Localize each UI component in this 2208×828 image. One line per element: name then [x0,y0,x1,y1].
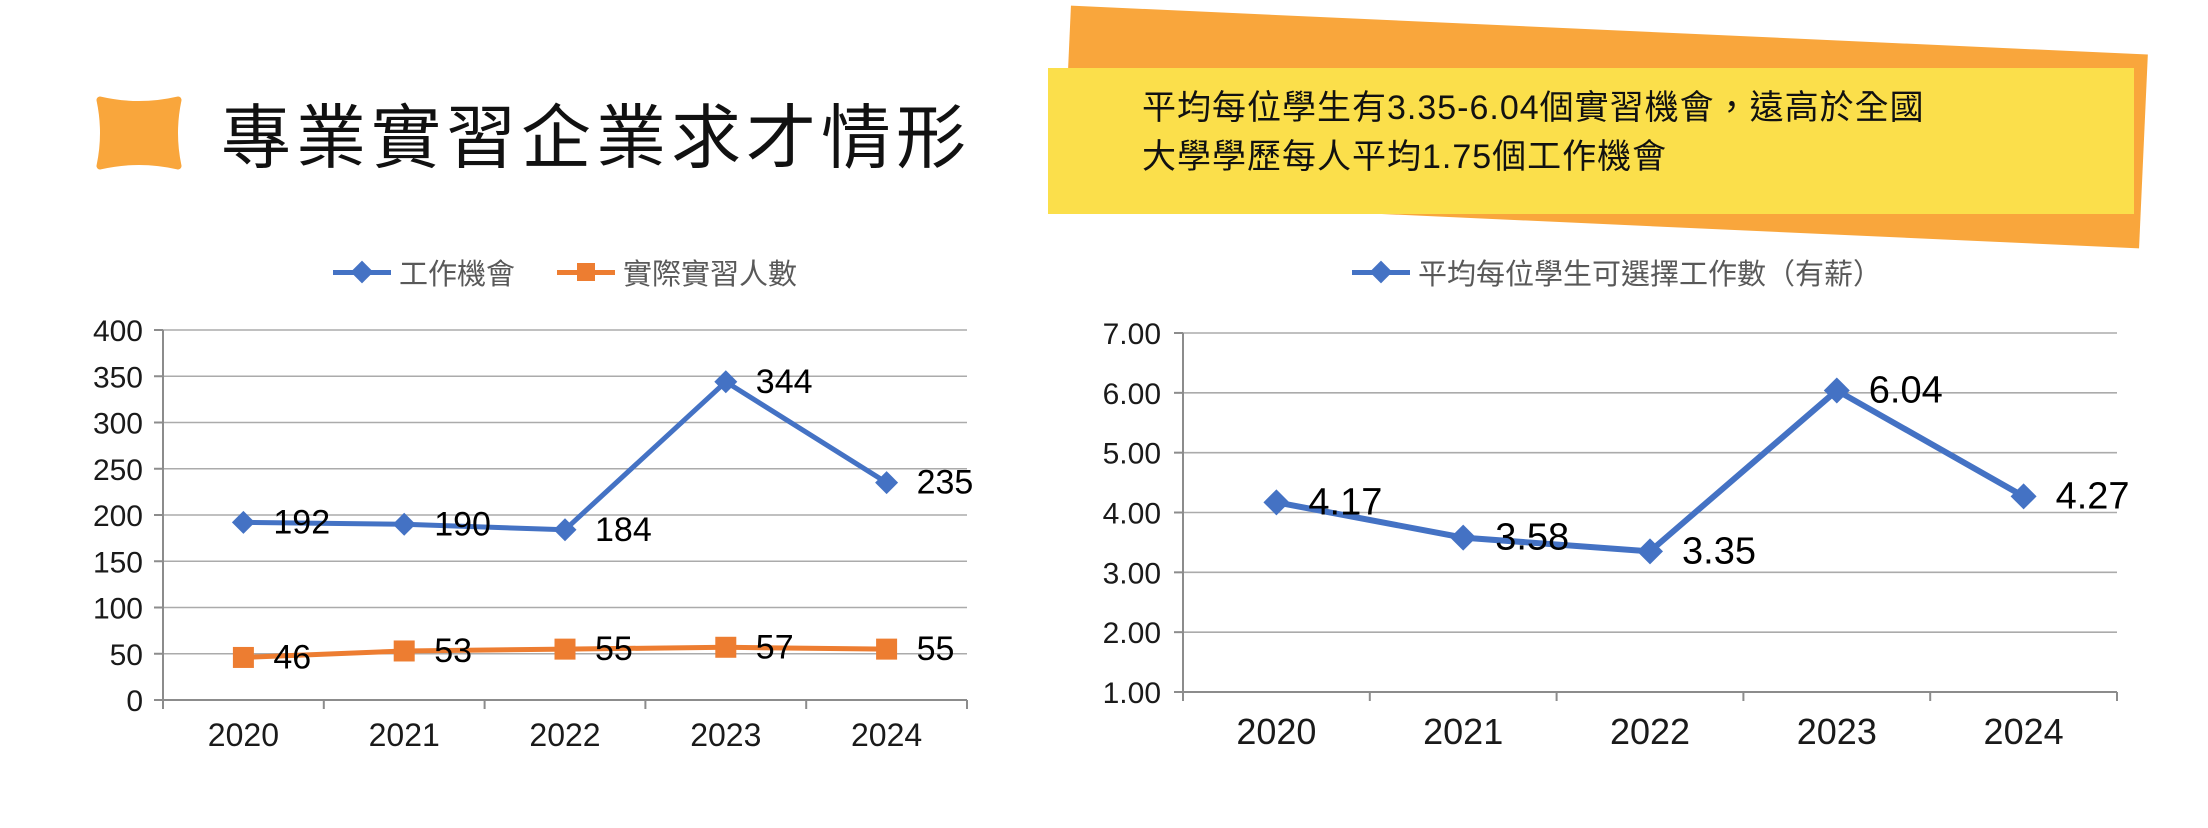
svg-text:2022: 2022 [1610,711,1690,752]
series-0 [1263,377,2037,565]
series-0 [231,370,899,542]
left-chart: 400 350 300 250 200 150 100 50 0 2020 2021 2022 2023… [93,315,973,753]
header: 專業實習企業求才情形 [95,82,971,183]
svg-text:344: 344 [756,363,813,401]
callout-box: 平均每位學生有3.35-6.04個實習機會，遠高於全國 大學學歷每人平均1.75… [1048,68,2134,214]
svg-text:1.00: 1.00 [1103,677,1161,710]
svg-text:6.00: 6.00 [1103,378,1161,411]
svg-text:2024: 2024 [1984,711,2064,752]
legend-left: 工作機會 實際實習人數 [163,250,967,294]
callout-text-line1: 平均每位學生有3.35-6.04個實習機會，遠高於全國 [1142,89,1925,127]
svg-text:53: 53 [434,632,472,670]
svg-text:46: 46 [273,638,311,676]
svg-text:100: 100 [93,593,143,626]
svg-text:2022: 2022 [529,717,600,753]
svg-text:2.00: 2.00 [1103,617,1161,650]
svg-text:192: 192 [273,503,330,541]
svg-text:5.00: 5.00 [1103,438,1161,471]
svg-text:190: 190 [434,505,491,543]
svg-text:3.00: 3.00 [1103,557,1161,590]
svg-text:4.00: 4.00 [1103,498,1161,531]
line-diamond-marker-icon [332,260,391,284]
data-labels-0: 192 190 184 344 235 [273,363,973,549]
svg-text:150: 150 [93,546,143,579]
svg-text:300: 300 [93,408,143,441]
right-chart: 7.00 6.00 5.00 4.00 3.00 2.00 1.00 2020 2021 2022… [1103,318,2130,752]
data-labels-0: 4.17 3.58 3.35 6.04 4.27 [1308,369,2129,572]
legend-item-avg-jobs-per-student: 平均每位學生可選擇工作數（有薪） [1351,251,1882,293]
svg-text:235: 235 [917,464,974,502]
legend-label: 平均每位學生可選擇工作數（有薪） [1417,259,1882,291]
page-title: 專業實習企業求才情形 [221,99,971,177]
callout-text-line2: 大學學歷每人平均1.75個工作機會 [1142,138,1668,176]
svg-text:55: 55 [595,630,633,668]
axes [1174,332,2118,701]
svg-text:250: 250 [93,454,143,487]
title-accent-icon [96,96,182,169]
svg-text:3.58: 3.58 [1495,517,1569,559]
legend-label: 工作機會 [398,259,515,291]
legend-right: 平均每位學生可選擇工作數（有薪） [1150,250,2084,294]
svg-text:4.17: 4.17 [1308,481,1382,523]
svg-text:200: 200 [93,500,143,533]
svg-text:7.00: 7.00 [1103,318,1161,351]
svg-text:2021: 2021 [1423,711,1503,752]
svg-text:4.27: 4.27 [2056,475,2130,517]
y-axis-labels: 400 350 300 250 200 150 100 50 0 [93,315,143,718]
svg-text:57: 57 [756,628,794,666]
legend-label: 實際實習人數 [623,259,798,291]
x-axis-labels: 2020 2021 2022 2023 2024 [208,717,922,753]
svg-text:3.35: 3.35 [1682,530,1756,572]
svg-text:50: 50 [110,639,143,672]
series-1 [232,636,898,668]
svg-text:2023: 2023 [690,717,761,753]
y-axis-labels: 7.00 6.00 5.00 4.00 3.00 2.00 1.00 [1103,318,1161,710]
svg-text:2024: 2024 [851,717,922,753]
svg-text:55: 55 [917,630,955,668]
data-labels-1: 46 53 55 57 55 [273,628,954,676]
svg-text:350: 350 [93,361,143,394]
svg-text:184: 184 [595,511,652,549]
svg-text:400: 400 [93,315,143,348]
svg-text:2020: 2020 [208,717,279,753]
svg-text:2021: 2021 [369,717,440,753]
svg-text:2023: 2023 [1797,711,1877,752]
svg-text:6.04: 6.04 [1869,369,1943,411]
axes [154,329,968,709]
line-square-marker-icon [557,263,615,281]
legend-item-job-opportunities: 工作機會 [332,251,515,293]
line-diamond-marker-icon [1351,260,1410,284]
svg-text:0: 0 [126,685,143,718]
x-axis-labels: 2020 2021 2022 2023 2024 [1236,711,2063,752]
legend-item-actual-interns: 實際實習人數 [557,251,797,293]
svg-text:2020: 2020 [1236,711,1316,752]
